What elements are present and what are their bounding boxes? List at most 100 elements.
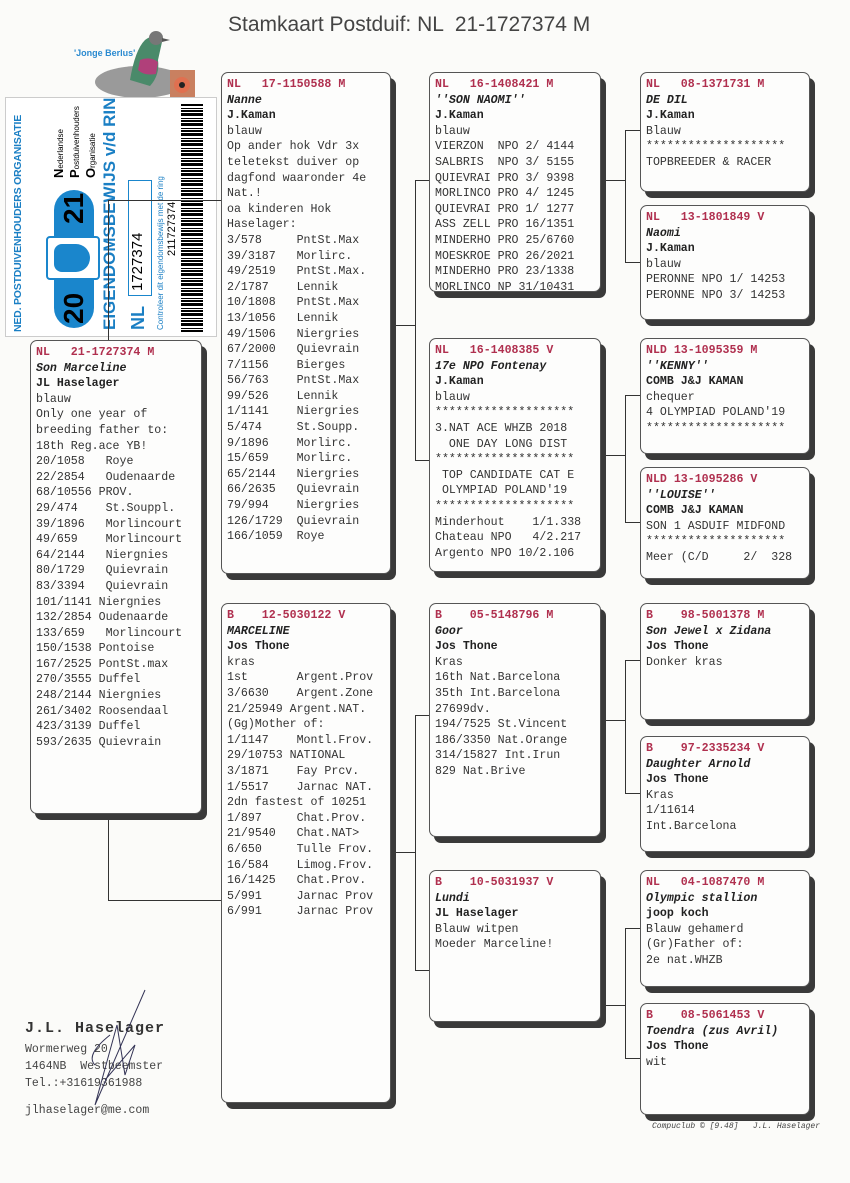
owner: JL Haselager <box>435 907 519 921</box>
pedigree-card-fmm: NLD 13-1095286 V ''LOUISE'' COMB J&J KAMAN… <box>640 467 810 579</box>
result-line: 29/474 St.Souppl. <box>36 501 176 515</box>
result-line: TOP CANDIDATE CAT E <box>435 468 575 482</box>
card-year-right: 21 <box>58 192 89 224</box>
breeder-city: 1464NB Westbeemster <box>25 1060 164 1073</box>
result-line: TOPBREEDER & RACER <box>646 155 772 169</box>
result-line: Chateau NPO 4/2.217 <box>435 531 582 545</box>
result-line: 423/3139 Duffel <box>36 720 141 734</box>
owner: COMB J&J KAMAN <box>646 504 744 518</box>
result-line: PERONNE NPO 1/ 14253 <box>646 273 786 287</box>
color: Blauw witpen <box>435 922 519 936</box>
result-line: Only one year of <box>36 408 148 422</box>
pigeon-name: DE DIL <box>646 93 688 107</box>
ring-number: B 98-5001378 M <box>646 609 765 622</box>
result-line: 64/2144 Niergnies <box>36 548 169 562</box>
pedigree-card-mother: B 12-5030122 V MARCELINE Jos Thone kras 1st … <box>221 603 391 1103</box>
ring-number: NL 08-1371731 M <box>646 78 765 91</box>
result-line: 2/1787 Lennik <box>227 280 339 294</box>
result-line: 66/2635 Quievrain <box>227 483 360 497</box>
breeder-email: jlhaselager@me.com <box>25 1104 150 1117</box>
owner: Jos Thone <box>646 640 709 654</box>
result-line: Meer (C/D 2/ 328 <box>646 550 793 564</box>
pigeon-name: Olympic stallion <box>646 891 758 905</box>
pedigree-card-mm: B 10-5031937 V Lundi JL Haselager Blauw wit… <box>429 870 601 1022</box>
result-line: 132/2854 Oudenaarde <box>36 611 169 625</box>
result-line: 4 OLYMPIAD POLAND'19 <box>646 406 786 420</box>
connector-line <box>606 180 625 181</box>
result-line: 9/1896 Morlirc. <box>227 436 353 450</box>
ring-number: B 10-5031937 V <box>435 876 554 889</box>
result-line: 166/1059 Roye <box>227 530 325 544</box>
ring-number: NLD 13-1095286 V <box>646 473 758 486</box>
color: Donker kras <box>646 655 723 669</box>
connector-line <box>108 200 221 201</box>
owner: Jos Thone <box>435 640 498 654</box>
result-line: 80/1729 Quievrain <box>36 564 169 578</box>
pigeon-name: MARCELINE <box>227 624 290 638</box>
color: Blauw gehamerd <box>646 922 744 936</box>
result-line: 5/991 Jarnac Prov <box>227 889 374 903</box>
connector-line <box>625 395 640 396</box>
result-line: ******************** <box>435 453 575 467</box>
result-line: 6/991 Jarnac Prov <box>227 905 374 919</box>
color: Kras <box>435 655 463 669</box>
result-line: 194/7525 St.Vincent <box>435 718 568 732</box>
pigeon-name: Son Jewel x Zidana <box>646 624 772 638</box>
page-title: Stamkaart Postduif: NL 21-1727374 M <box>228 13 591 36</box>
connector-line <box>393 325 415 326</box>
connector-line <box>415 180 416 460</box>
connector-line <box>108 814 109 900</box>
result-line: teletekst duiver op <box>227 155 360 169</box>
result-line: 83/3394 Quievrain <box>36 579 169 593</box>
result-line: 6/650 Tulle Frov. <box>227 842 374 856</box>
ring-number: NL 21-1727374 M <box>36 346 155 359</box>
lion-crest-icon <box>46 236 100 280</box>
result-line: 2e nat.WHZB <box>646 953 723 967</box>
card-ring-number: 1727374 <box>128 180 152 296</box>
result-line: 68/10556 PROV. <box>36 486 134 500</box>
result-line: 101/1141 Niergnies <box>36 595 162 609</box>
result-line: 39/1896 Morlincourt <box>36 517 183 531</box>
result-line: 1/1147 Montl.Frov. <box>227 733 374 747</box>
result-line: 65/2144 Niergries <box>227 467 360 481</box>
breeder-name: J.L. Haselager <box>25 1020 166 1037</box>
result-line: 248/2144 Niergnies <box>36 689 162 703</box>
connector-line <box>606 720 625 721</box>
result-line: (Gg)Mother of: <box>227 718 325 732</box>
result-line: 3/1871 Fay Prcv. <box>227 764 360 778</box>
result-line: QUIEVRAI PRO 1/ 1277 <box>435 202 575 216</box>
result-line: Minderhout 1/1.338 <box>435 515 582 529</box>
result-line: 21/9540 Chat.NAT> <box>227 827 360 841</box>
result-line: 3/6630 Argent.Zone <box>227 686 374 700</box>
result-line: 16/584 Limog.Frov. <box>227 858 374 872</box>
connector-line <box>625 660 640 661</box>
result-line: MINDERHO PRO 25/6760 <box>435 233 575 247</box>
pigeon-name: Goor <box>435 624 463 638</box>
pigeon-name: ''SON NAOMI'' <box>435 93 526 107</box>
pedigree-card-ffm: NL 13-1801849 V Naomi J.Kaman blauw PERONNE … <box>640 205 810 320</box>
pedigree-card-mfm: B 97-2335234 V Daughter Arnold Jos Thone Kr… <box>640 736 810 852</box>
connector-line <box>625 1058 640 1059</box>
owner: J.Kaman <box>435 375 484 389</box>
result-line: 67/2000 Quievrain <box>227 343 360 357</box>
result-line: 16/1425 Chat.Prov. <box>227 874 367 888</box>
result-line: 167/2525 PontSt.max <box>36 657 169 671</box>
result-line: 49/1506 Niergries <box>227 327 360 341</box>
color: blauw <box>435 390 470 404</box>
owner: J.Kaman <box>646 242 695 256</box>
result-line: 186/3350 Nat.Orange <box>435 733 568 747</box>
photo-caption: 'Jonge Berlus' <box>74 48 136 58</box>
connector-line <box>393 852 415 853</box>
connector-line <box>625 793 640 794</box>
connector-line <box>606 1005 625 1006</box>
owner: Jos Thone <box>646 1040 709 1054</box>
owner: joop koch <box>646 907 709 921</box>
result-line: Haselager: <box>227 218 297 232</box>
pigeon-name: Naomi <box>646 226 681 240</box>
connector-line <box>625 928 640 929</box>
result-line: MORLINCO PRO 4/ 1245 <box>435 187 575 201</box>
result-line: 133/659 Morlincourt <box>36 626 183 640</box>
result-line: 10/1808 PntSt.Max <box>227 296 360 310</box>
ring-number: NLD 13-1095359 M <box>646 344 758 357</box>
barcode <box>181 104 203 332</box>
